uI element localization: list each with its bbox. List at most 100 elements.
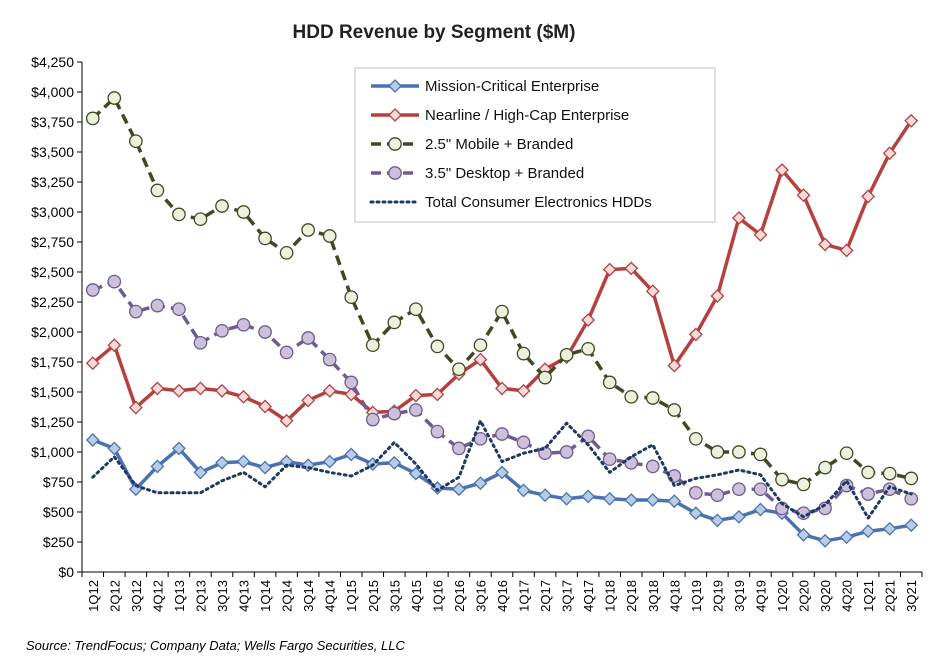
x-tick-label: 3Q19 [732, 580, 747, 612]
x-tick-label: 4Q19 [753, 580, 768, 612]
x-tick-label: 2Q14 [280, 580, 295, 612]
data-point [408, 388, 423, 403]
data-point [861, 189, 876, 204]
data-point [839, 446, 854, 461]
data-point [85, 433, 100, 447]
data-point [538, 370, 552, 385]
legend-entry: 3.5" Desktop + Branded [425, 165, 584, 182]
data-point [495, 465, 509, 480]
x-tick-label: 1Q21 [861, 580, 876, 612]
data-point [732, 482, 746, 497]
legend-entry: Total Consumer Electronics HDDs [425, 194, 652, 211]
data-point [215, 383, 229, 398]
x-tick-label: 2Q20 [797, 580, 812, 612]
data-point [452, 482, 466, 497]
series-2 [85, 91, 919, 492]
data-point [796, 477, 811, 492]
y-tick-label: $2,500 [31, 264, 74, 280]
y-tick-label: $2,000 [31, 324, 74, 340]
data-point [430, 387, 445, 402]
data-point [473, 352, 488, 367]
data-point [473, 338, 488, 353]
data-point [258, 231, 272, 246]
x-tick-label: 1Q16 [430, 580, 445, 612]
data-point [258, 399, 272, 414]
data-point [322, 229, 337, 243]
data-point [279, 413, 294, 428]
x-tick-label: 1Q20 [775, 580, 790, 612]
data-point [236, 205, 251, 219]
data-point [408, 302, 423, 317]
data-point [559, 445, 574, 459]
data-point [710, 488, 725, 503]
data-point [301, 331, 316, 345]
data-point [258, 325, 272, 339]
data-point [688, 431, 703, 446]
data-point [516, 435, 531, 450]
x-tick-label: 2Q16 [452, 580, 467, 612]
y-tick-label: $500 [43, 504, 74, 520]
data-point [193, 381, 208, 396]
data-point [107, 91, 122, 105]
data-point [279, 345, 294, 360]
data-point [172, 383, 186, 398]
x-tick-label: 4Q17 [581, 580, 596, 612]
y-tick-label: $4,250 [31, 54, 74, 70]
data-point [193, 212, 208, 227]
data-point [452, 441, 466, 456]
data-point [495, 381, 509, 396]
x-tick-label: 3Q15 [387, 580, 402, 612]
x-tick-label: 1Q12 [86, 580, 101, 612]
y-tick-label: $3,750 [31, 114, 74, 130]
y-tick-label: $750 [43, 474, 74, 490]
axes: $0 $250 $500 $750 $1,000 $1,250 $1,500 $1,750 $2… [31, 54, 923, 612]
data-point [882, 146, 897, 161]
chart-title: HDD Revenue by Segment ($M) [293, 22, 576, 43]
x-tick-label: 3Q21 [904, 580, 919, 612]
data-point [904, 518, 919, 533]
data-point [279, 454, 294, 469]
data-point [107, 274, 122, 289]
data-point [172, 207, 186, 222]
data-point [861, 524, 876, 539]
x-tick-label: 2Q21 [883, 580, 898, 612]
y-tick-label: $4,000 [31, 84, 74, 100]
data-point [688, 327, 703, 342]
data-point [818, 533, 832, 548]
x-tick-label: 2Q17 [538, 580, 553, 612]
data-point [495, 304, 509, 319]
data-point [581, 429, 596, 444]
series-line [92, 438, 912, 543]
x-tick-label: 4Q12 [150, 580, 165, 612]
data-point [193, 465, 208, 480]
x-tick-label: 4Q20 [840, 580, 855, 612]
data-point [408, 403, 423, 417]
data-point [516, 383, 531, 398]
data-point [559, 491, 574, 506]
data-point [732, 211, 746, 225]
data-point [236, 389, 251, 404]
x-tick-label: 1Q17 [517, 580, 532, 612]
data-point [516, 346, 531, 361]
data-point [753, 502, 768, 517]
data-point [387, 455, 402, 470]
data-point [344, 290, 359, 305]
x-tick-label: 2Q15 [366, 580, 381, 612]
data-point [215, 455, 229, 470]
legend-entry: Nearline / High-Cap Enterprise [425, 107, 629, 124]
data-point [408, 466, 423, 481]
legend-entry: 2.5" Mobile + Branded [425, 136, 573, 153]
data-point [839, 530, 854, 545]
legend-swatch-marker [388, 137, 402, 151]
data-point [215, 323, 229, 338]
data-point [301, 458, 316, 473]
x-tick-label: 1Q18 [603, 580, 618, 612]
y-tick-label: $1,000 [31, 444, 74, 460]
data-point [430, 424, 445, 439]
data-point [818, 237, 832, 252]
data-point [775, 163, 789, 177]
data-point [710, 289, 725, 303]
data-point [365, 338, 380, 353]
x-tick-label: 1Q13 [172, 580, 187, 612]
